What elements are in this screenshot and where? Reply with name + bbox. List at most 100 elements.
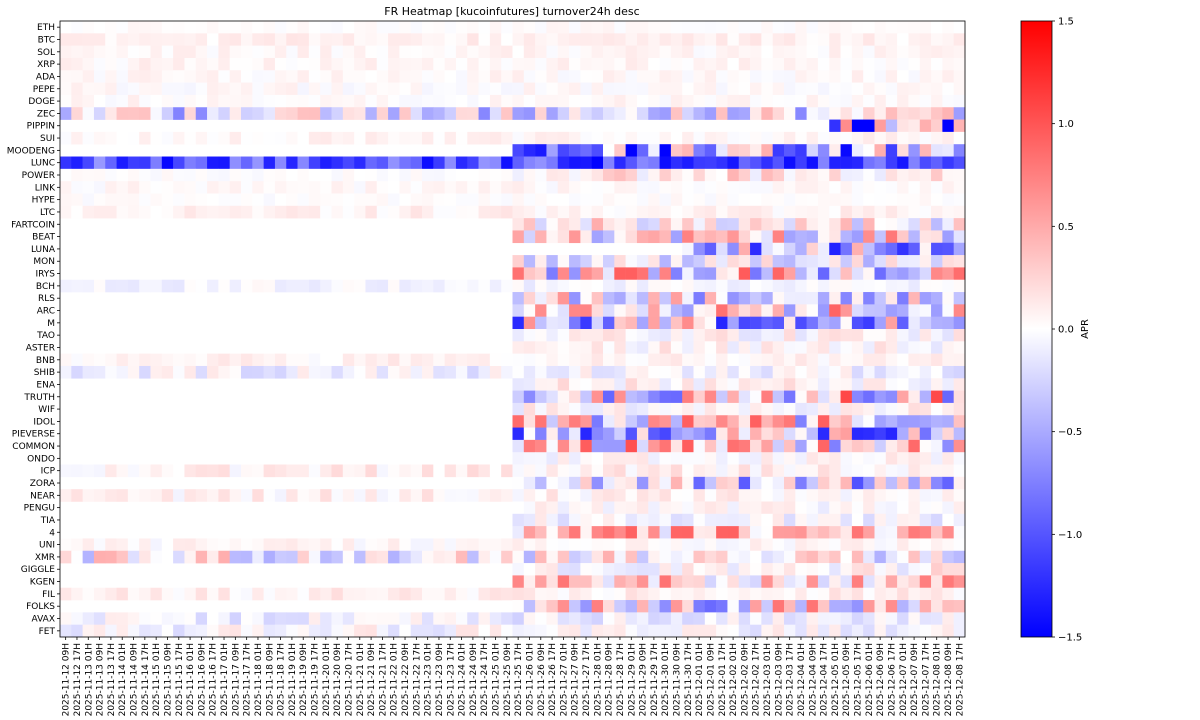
heatmap-cell [738,70,751,83]
heatmap-cell [455,107,468,120]
heatmap-cell [942,205,954,219]
heatmap-cell [308,131,321,145]
heatmap-cell [512,205,525,219]
heatmap-cell [931,526,943,539]
heatmap-cell [784,168,796,182]
heatmap-cell [885,119,898,133]
heatmap-cell [173,538,185,552]
heatmap-cell [772,193,785,207]
x-tick-label: 2025-12-08 09H [944,643,954,716]
heatmap-cell [625,267,638,281]
heatmap-cell [693,304,706,317]
heatmap-cell [806,353,819,367]
heatmap-cell [738,415,751,428]
heatmap-cell [184,168,197,182]
heatmap-cell [648,612,660,625]
heatmap-cell [252,193,264,207]
heatmap-cell [885,501,898,515]
heatmap-cell [410,33,423,46]
heatmap-cell [806,205,819,219]
heatmap-cell [840,131,853,145]
heatmap-cell [885,144,898,157]
heatmap-cell [127,57,140,71]
heatmap-cell [806,550,819,564]
heatmap-cell [535,304,547,317]
heatmap-cell [636,526,649,539]
heatmap-cell [603,181,615,194]
heatmap-cell [342,489,355,502]
heatmap-cell [931,21,943,34]
y-tick-label: MOODENG [7,146,55,156]
heatmap-cell [806,526,819,539]
heatmap-cell [376,464,389,478]
heatmap-cell [150,82,163,96]
heatmap-cell [727,402,740,416]
y-tick-label: XMR [35,553,55,563]
heatmap-cell [829,156,841,170]
heatmap-cell [738,427,751,441]
heatmap-cell [569,316,581,330]
colorbar-label: APR [1080,319,1091,339]
heatmap-cell [659,230,672,244]
heatmap-cell [659,82,672,96]
heatmap-cell [489,45,502,59]
heatmap-cell [648,94,660,108]
heatmap-cell [455,33,468,46]
heatmap-cell [817,205,830,219]
heatmap-cell [625,304,638,317]
heatmap-cell [150,21,163,34]
heatmap-cell [546,513,559,527]
heatmap-cell [376,33,389,46]
heatmap-cell [625,33,638,46]
heatmap-cell [252,70,264,83]
heatmap-cell [603,439,615,453]
heatmap-cell [682,107,694,120]
heatmap-cell [704,501,717,515]
heatmap-cell [523,427,536,441]
heatmap-cell [772,267,785,281]
heatmap-cell [535,329,547,342]
heatmap-cell [919,156,932,170]
heatmap-cell [863,575,875,589]
heatmap-cell [863,513,875,527]
heatmap-cell [750,378,762,391]
heatmap-cell [173,489,185,502]
heatmap-cell [817,600,830,613]
y-tick-label: PENGU [24,504,55,514]
heatmap-cell [535,464,547,478]
heatmap-cell [535,402,547,416]
heatmap-cell [501,587,513,601]
heatmap-cell [523,292,536,305]
heatmap-cell [139,70,151,83]
heatmap-cell [659,390,672,404]
heatmap-cell [354,82,366,96]
heatmap-cell [512,156,525,170]
heatmap-cell [308,193,321,207]
heatmap-cell [410,107,423,120]
heatmap-cell [331,489,344,502]
heatmap-cell [614,365,626,379]
heatmap-cell [636,415,649,428]
heatmap-cell [851,452,864,465]
heatmap-cell [761,131,773,145]
heatmap-cell [704,156,717,170]
heatmap-cell [817,193,830,207]
heatmap-cell [874,390,887,404]
heatmap-cell [93,353,106,367]
heatmap-cell [716,57,728,71]
heatmap-cell [263,279,276,293]
heatmap-cell [161,181,174,194]
heatmap-cell [614,193,626,207]
heatmap-cell [207,489,219,502]
heatmap-cell [682,575,694,589]
heatmap-cell [772,316,785,330]
heatmap-cell [648,107,660,120]
x-tick-label: 2025-11-28 01H [593,643,603,716]
heatmap-cell [682,378,694,391]
heatmap-cell [874,550,887,564]
heatmap-cell [625,205,638,219]
heatmap-cell [716,341,728,354]
heatmap-cell [444,57,457,71]
heatmap-cell [535,45,547,59]
heatmap-cell [704,587,717,601]
